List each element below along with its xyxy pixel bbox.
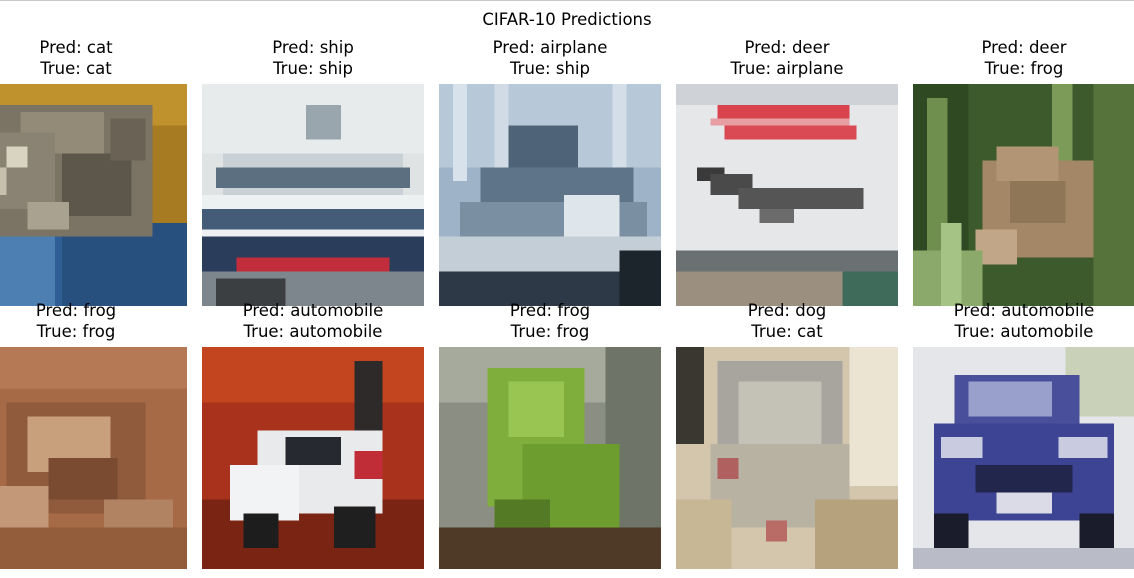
sample-cell: Pred: frog True: frog: [0, 300, 187, 569]
caption: Pred: automobile True: automobile: [202, 300, 424, 347]
grey-cat-image: [676, 347, 898, 569]
sample-cell: Pred: automobile True: automobile: [202, 300, 424, 569]
blue-car-image: [913, 347, 1134, 569]
true-label: True: frog: [510, 322, 590, 341]
green-frog-image: [439, 347, 661, 569]
true-label: True: airplane: [730, 59, 844, 78]
brown-frog-image: [0, 347, 187, 569]
pred-label: Pred: automobile: [953, 301, 1095, 320]
true-label: True: frog: [984, 59, 1064, 78]
true-label: True: ship: [510, 59, 590, 78]
true-label: True: cat: [40, 59, 112, 78]
pred-label: Pred: deer: [744, 38, 830, 57]
true-label: True: frog: [36, 322, 116, 341]
pred-label: Pred: airplane: [492, 38, 608, 57]
pred-label: Pred: ship: [272, 38, 354, 57]
airplane-on-sign-image: [676, 84, 898, 306]
caption: Pred: deer True: frog: [913, 37, 1134, 84]
figure-title: CIFAR-10 Predictions: [482, 10, 652, 29]
caption: Pred: ship True: ship: [202, 37, 424, 84]
true-label: True: automobile: [954, 322, 1094, 341]
pred-label: Pred: dog: [747, 301, 827, 320]
caption: Pred: frog True: frog: [0, 300, 187, 347]
pred-label: Pred: cat: [39, 38, 113, 57]
caption: Pred: automobile True: automobile: [913, 300, 1134, 347]
sample-cell: Pred: airplane True: ship: [439, 37, 661, 306]
sample-cell: Pred: automobile True: automobile: [913, 300, 1134, 569]
sample-cell: Pred: deer True: frog: [913, 37, 1134, 306]
white-ship-red-hull-image: [202, 84, 424, 306]
caption: Pred: dog True: cat: [676, 300, 898, 347]
true-label: True: ship: [273, 59, 353, 78]
pred-label: Pred: frog: [509, 301, 591, 320]
caption: Pred: airplane True: ship: [439, 37, 661, 84]
sample-cell: Pred: deer True: airplane: [676, 37, 898, 306]
white-car-red-background-image: [202, 347, 424, 569]
caption: Pred: deer True: airplane: [676, 37, 898, 84]
sample-cell: Pred: cat True: cat: [0, 37, 187, 306]
caption: Pred: frog True: frog: [439, 300, 661, 347]
sample-cell: Pred: ship True: ship: [202, 37, 424, 306]
cat-on-blue-cloth-image: [0, 84, 187, 306]
pred-label: Pred: automobile: [242, 301, 384, 320]
caption: Pred: cat True: cat: [0, 37, 187, 84]
sample-cell: Pred: frog True: frog: [439, 300, 661, 569]
true-label: True: cat: [751, 322, 823, 341]
frog-in-grass-image: [913, 84, 1134, 306]
sample-cell: Pred: dog True: cat: [676, 300, 898, 569]
true-label: True: automobile: [243, 322, 383, 341]
pred-label: Pred: deer: [981, 38, 1067, 57]
ship-at-dock-image: [439, 84, 661, 306]
pred-label: Pred: frog: [35, 301, 117, 320]
top-border: [0, 0, 1134, 1]
